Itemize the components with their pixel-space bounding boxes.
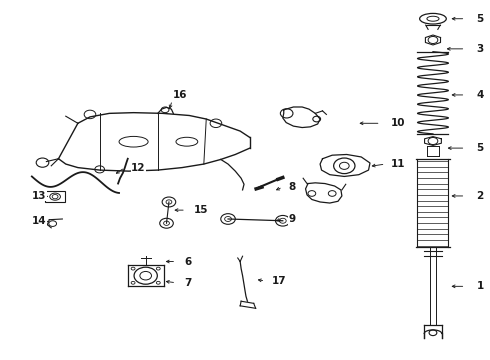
Text: 17: 17 xyxy=(271,276,286,286)
Text: 6: 6 xyxy=(184,257,192,266)
Text: 2: 2 xyxy=(477,191,484,201)
Text: 16: 16 xyxy=(172,90,187,100)
Text: 15: 15 xyxy=(194,205,209,215)
Text: 5: 5 xyxy=(477,143,484,153)
Text: 14: 14 xyxy=(32,216,47,226)
Text: 5: 5 xyxy=(477,14,484,24)
Bar xyxy=(46,191,65,202)
Text: 11: 11 xyxy=(391,159,405,169)
Text: 4: 4 xyxy=(477,90,484,100)
Text: 9: 9 xyxy=(289,214,296,224)
Text: 13: 13 xyxy=(32,191,47,201)
Text: 10: 10 xyxy=(391,118,405,128)
Text: 8: 8 xyxy=(289,182,296,192)
Text: 12: 12 xyxy=(131,163,146,172)
Text: 3: 3 xyxy=(477,44,484,54)
Text: 7: 7 xyxy=(184,278,192,288)
Text: 1: 1 xyxy=(477,281,484,291)
